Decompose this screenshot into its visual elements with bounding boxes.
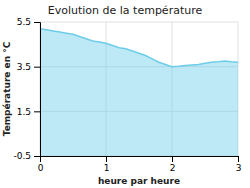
plot: 0 1 2 3 -0.5 1.5 3.5 5.5 bbox=[13, 17, 241, 173]
y-tick-label: 5.5 bbox=[17, 17, 31, 27]
y-tick-mark bbox=[34, 67, 40, 68]
data bbox=[40, 29, 238, 156]
area bbox=[40, 29, 238, 156]
y-tick: -0.5 bbox=[13, 151, 40, 161]
x-tick: 2 bbox=[170, 156, 176, 173]
y-tick-label: 3.5 bbox=[17, 62, 31, 72]
x-tick-mark bbox=[172, 156, 173, 162]
y-tick-mark bbox=[34, 111, 40, 112]
y-tick: 1.5 bbox=[17, 107, 40, 117]
grid bbox=[40, 22, 238, 156]
x-tick-mark bbox=[238, 156, 239, 162]
grid-line-y bbox=[40, 22, 238, 23]
y-axis-title: Température en °C bbox=[2, 41, 12, 136]
y-tick: 5.5 bbox=[17, 17, 40, 27]
y-tick-label: -0.5 bbox=[13, 151, 31, 161]
x-axis-title: heure par heure bbox=[98, 176, 180, 186]
x-axis-line bbox=[41, 157, 239, 163]
x-tick: 0 bbox=[38, 156, 44, 173]
x-tick: 3 bbox=[236, 156, 242, 173]
chart: 0 1 2 3 -0.5 1.5 3.5 5.5 Evolution de la tempéra… bbox=[0, 0, 250, 188]
x-tick-label: 3 bbox=[236, 163, 242, 173]
x-tick-mark bbox=[106, 156, 107, 162]
y-axis-line bbox=[34, 23, 41, 157]
x-tick-label: 1 bbox=[104, 163, 110, 173]
x-axis: 0 1 2 3 bbox=[38, 156, 242, 173]
y-tick-mark bbox=[34, 22, 40, 23]
y-tick-label: 1.5 bbox=[17, 107, 31, 117]
y-tick-mark bbox=[34, 156, 40, 157]
line bbox=[40, 29, 238, 67]
y-tick: 3.5 bbox=[17, 62, 40, 72]
x-tick-label: 2 bbox=[170, 163, 176, 173]
x-tick: 1 bbox=[104, 156, 110, 173]
y-axis: -0.5 1.5 3.5 5.5 bbox=[13, 17, 40, 161]
x-tick-label: 0 bbox=[38, 163, 44, 173]
title: Evolution de la température bbox=[48, 4, 203, 17]
